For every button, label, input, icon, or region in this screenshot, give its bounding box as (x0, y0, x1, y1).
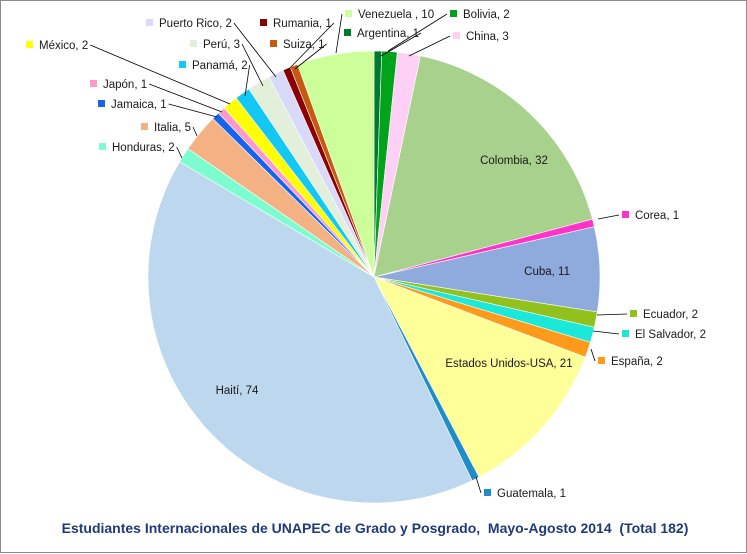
leader-venezuela (335, 13, 343, 54)
leader-guatemala (475, 476, 482, 494)
label-key-espana (598, 357, 605, 364)
label-key-honduras (99, 143, 106, 150)
label-corea: Corea, 1 (635, 210, 679, 222)
label-cuba: Cuba, 11 (524, 266, 570, 278)
label-key-italia (141, 123, 148, 130)
label-key-bolivia (450, 10, 457, 17)
label-colombia: Colombia, 32 (480, 155, 548, 167)
leader-corea (597, 214, 620, 220)
label-espana: España, 2 (611, 356, 663, 368)
leader-puerto-rico (233, 22, 277, 78)
leader-honduras (176, 146, 183, 159)
label-key-suiza (270, 40, 277, 47)
label-suiza: Suiza, 1 (283, 39, 325, 51)
label-el-salvador: El Salvador, 2 (635, 329, 706, 341)
label-haiti: Haití, 74 (216, 385, 259, 397)
label-key-puerto-rico (146, 19, 153, 26)
label-key-peru (190, 40, 197, 47)
leader-mexico (90, 44, 231, 105)
label-key-china (453, 32, 460, 39)
leader-suiza (294, 43, 327, 70)
label-key-mexico (26, 41, 33, 48)
leader-china (408, 35, 451, 57)
label-estados-unidos-usa: Estados Unidos-USA, 21 (445, 358, 572, 370)
slice-estados-unidos-usa (373, 276, 586, 478)
leader-panama (244, 64, 251, 97)
label-china: China, 3 (466, 31, 509, 43)
label-key-corea (622, 211, 629, 218)
leader-peru (241, 43, 264, 87)
label-guatemala: Guatemala, 1 (497, 488, 566, 500)
label-key-japon (90, 80, 97, 87)
leader-ecuador (596, 313, 628, 316)
label-japon: Japón, 1 (103, 79, 147, 91)
label-rumania: Rumania, 1 (273, 18, 332, 30)
leader-bolivia (387, 13, 448, 52)
data-labels: Argentina, 1 Bolivia, 2 China, 3 Colombia, … (26, 9, 706, 500)
leader-argentina (380, 32, 422, 57)
label-argentina: Argentina, 1 (357, 28, 419, 40)
label-key-ecuador (630, 310, 637, 317)
label-key-guatemala (484, 489, 491, 496)
label-mexico: México, 2 (39, 40, 88, 52)
leader-rumania (286, 22, 335, 72)
slice-colombia (373, 55, 593, 278)
leader-japon (148, 83, 223, 113)
pie-slices (147, 50, 601, 504)
label-venezuela: Venezuela , 10 (358, 9, 434, 21)
label-honduras: Honduras, 2 (112, 142, 175, 154)
slice-haiti (147, 161, 473, 504)
leader-espana (590, 348, 596, 362)
label-jamaica: Jamaica, 1 (111, 99, 167, 111)
chart-title: Estudiantes Internacionales de UNAPEC de… (62, 520, 689, 536)
label-key-el-salvador (622, 330, 629, 337)
leader-italia (192, 126, 198, 137)
label-key-jamaica (98, 100, 105, 107)
label-puerto-rico: Puerto Rico, 2 (159, 18, 232, 30)
label-ecuador: Ecuador, 2 (643, 309, 698, 321)
leader-el-salvador (592, 330, 620, 335)
label-key-rumania (260, 19, 267, 26)
label-panama: Panamá, 2 (192, 60, 248, 72)
leader-jamaica (168, 103, 218, 118)
label-peru: Perú, 3 (203, 39, 240, 51)
leader-lines (90, 13, 628, 494)
label-italia: Italia, 5 (154, 122, 191, 134)
label-bolivia: Bolivia, 2 (463, 9, 510, 21)
label-key-argentina (344, 29, 351, 36)
label-key-panama (179, 61, 186, 68)
label-key-venezuela (345, 10, 352, 17)
slice-venezuela (297, 50, 375, 278)
